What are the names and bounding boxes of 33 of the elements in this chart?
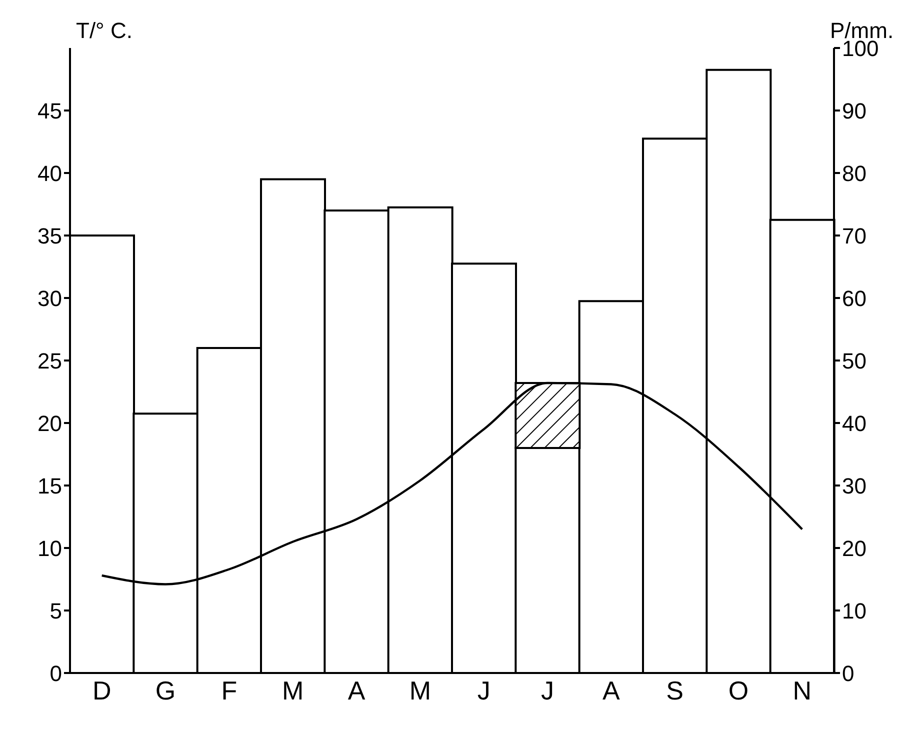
y-tick-label: 15: [38, 473, 62, 498]
y2-tick-label: 50: [842, 348, 866, 374]
x-tick-label: A: [602, 675, 620, 706]
y-tick-label: 40: [38, 160, 62, 186]
y-tick-label: 35: [38, 223, 62, 248]
y2-tick-label: 70: [842, 223, 866, 248]
y-tick-label: 25: [38, 348, 62, 374]
y2-tick-label: 10: [842, 598, 866, 624]
x-tick-label: D: [92, 675, 112, 706]
y2-tick-label: 90: [842, 98, 866, 124]
y2-tick-label: 60: [842, 286, 866, 311]
y2-tick-label: 40: [842, 410, 866, 436]
y2-tick-label: 30: [842, 473, 866, 498]
y-tick-label: 45: [38, 98, 62, 124]
x-tick-label: M: [282, 675, 304, 706]
x-tick-label: J: [477, 675, 490, 706]
y-tick-label: 5: [50, 598, 62, 624]
x-tick-label: A: [348, 675, 366, 706]
y-tick-label: 30: [38, 286, 62, 311]
x-tick-label: M: [409, 675, 432, 706]
x-tick-label: S: [666, 675, 684, 706]
y-tick-label: 10: [38, 536, 62, 561]
x-tick-label: O: [728, 675, 749, 706]
x-tick-label: G: [155, 675, 176, 706]
y2-tick-label: 80: [842, 160, 866, 186]
y-tick-label: 0: [50, 660, 62, 686]
y-axis-title: T/° C.: [76, 18, 132, 43]
y-tick-label: 20: [38, 410, 62, 436]
x-tick-label: J: [541, 675, 554, 706]
y2-tick-label: 0: [842, 660, 854, 686]
x-tick-label: N: [792, 675, 812, 706]
x-tick-label: F: [221, 675, 238, 706]
y2-tick-label: 20: [842, 536, 866, 561]
